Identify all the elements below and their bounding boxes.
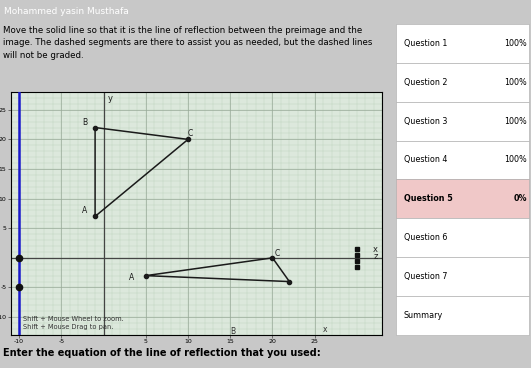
Bar [396, 102, 529, 141]
Bar [396, 180, 529, 218]
Bar [396, 218, 529, 257]
Text: Question 4: Question 4 [404, 155, 447, 164]
Text: x: x [323, 325, 328, 334]
Text: 100%: 100% [504, 39, 527, 48]
Text: x: x [373, 245, 378, 254]
Text: 100%: 100% [504, 155, 527, 164]
Text: Question 7: Question 7 [404, 272, 447, 281]
Text: 100%: 100% [504, 117, 527, 125]
Text: Question 2: Question 2 [404, 78, 447, 87]
Text: Enter the equation of the line of reflection that you used:: Enter the equation of the line of reflec… [3, 348, 320, 358]
Bar [396, 257, 529, 296]
Text: Mohammed yasin Musthafa: Mohammed yasin Musthafa [4, 7, 129, 17]
Text: C: C [275, 249, 280, 258]
Text: B: B [230, 327, 235, 336]
Text: C: C [188, 130, 193, 138]
Text: A: A [129, 273, 134, 282]
Text: Question 3: Question 3 [404, 117, 447, 125]
Text: Question 6: Question 6 [404, 233, 447, 242]
Text: Question 1: Question 1 [404, 39, 447, 48]
Text: Question 5: Question 5 [404, 194, 452, 204]
Bar [396, 296, 529, 335]
Text: z: z [374, 252, 378, 261]
Bar [396, 141, 529, 180]
Text: Shift + Mouse Wheel to zoom.: Shift + Mouse Wheel to zoom. [23, 316, 124, 322]
Text: y: y [108, 94, 113, 103]
Text: Move the solid line so that it is the line of reflection between the preimage an: Move the solid line so that it is the li… [3, 26, 372, 60]
Text: Summary: Summary [404, 311, 443, 320]
Bar [396, 24, 529, 63]
Text: Shift + Mouse Drag to pan.: Shift + Mouse Drag to pan. [23, 324, 114, 330]
Bar [396, 63, 529, 102]
Text: B: B [82, 118, 88, 127]
Text: 100%: 100% [504, 78, 527, 87]
Text: A: A [82, 206, 88, 215]
Text: 0%: 0% [513, 194, 527, 204]
